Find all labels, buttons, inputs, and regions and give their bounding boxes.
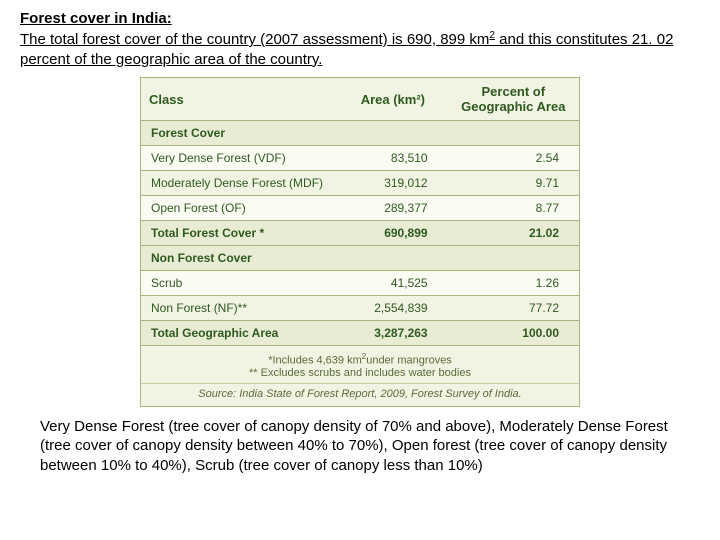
- table-row: Open Forest (OF) 289,377 8.77: [141, 196, 579, 221]
- cell-area: 3,287,263: [338, 321, 448, 346]
- header-area: Area (km²): [338, 78, 448, 121]
- cell-percent: 77.72: [448, 296, 579, 321]
- table-source: Source: India State of Forest Report, 20…: [141, 383, 579, 406]
- table-row: Scrub 41,525 1.26: [141, 271, 579, 296]
- forest-cover-table: Class Area (km²) Percent of Geographic A…: [141, 78, 579, 346]
- table-header-row: Class Area (km²) Percent of Geographic A…: [141, 78, 579, 121]
- cell-class: Open Forest (OF): [141, 196, 338, 221]
- intro-text: The total forest cover of the country (2…: [20, 29, 700, 69]
- total-forest-cover-row: Total Forest Cover * 690,899 21.02: [141, 221, 579, 246]
- cell-percent: 2.54: [448, 146, 579, 171]
- intro-part1: The total forest cover of the country (2…: [20, 31, 489, 48]
- cell-percent: 9.71: [448, 171, 579, 196]
- cell-area: 289,377: [338, 196, 448, 221]
- footnote-2: ** Excludes scrubs and includes water bo…: [249, 367, 471, 379]
- cell-percent: 21.02: [448, 221, 579, 246]
- table-row: Non Forest (NF)** 2,554,839 77.72: [141, 296, 579, 321]
- footnote-1-post: under mangroves: [366, 355, 452, 367]
- section-non-forest-cover: Non Forest Cover: [141, 246, 579, 271]
- cell-class: Moderately Dense Forest (MDF): [141, 171, 338, 196]
- cell-class: Very Dense Forest (VDF): [141, 146, 338, 171]
- cell-class: Total Geographic Area: [141, 321, 338, 346]
- cell-area: 83,510: [338, 146, 448, 171]
- table-row: Very Dense Forest (VDF) 83,510 2.54: [141, 146, 579, 171]
- cell-area: 319,012: [338, 171, 448, 196]
- cell-class: Scrub: [141, 271, 338, 296]
- page-heading: Forest cover in India:: [20, 10, 700, 27]
- header-class: Class: [141, 78, 338, 121]
- total-geographic-row: Total Geographic Area 3,287,263 100.00: [141, 321, 579, 346]
- section-label: Forest Cover: [141, 121, 579, 146]
- definitions-text: Very Dense Forest (tree cover of canopy …: [20, 417, 700, 476]
- cell-percent: 8.77: [448, 196, 579, 221]
- footnote-1-pre: *Includes 4,639 km: [268, 355, 362, 367]
- table-row: Moderately Dense Forest (MDF) 319,012 9.…: [141, 171, 579, 196]
- section-forest-cover: Forest Cover: [141, 121, 579, 146]
- cell-percent: 1.26: [448, 271, 579, 296]
- cell-area: 690,899: [338, 221, 448, 246]
- cell-area: 2,554,839: [338, 296, 448, 321]
- cell-class: Total Forest Cover *: [141, 221, 338, 246]
- cell-percent: 100.00: [448, 321, 579, 346]
- section-label: Non Forest Cover: [141, 246, 579, 271]
- forest-table-container: Class Area (km²) Percent of Geographic A…: [140, 77, 580, 407]
- cell-class: Non Forest (NF)**: [141, 296, 338, 321]
- header-percent: Percent of Geographic Area: [448, 78, 579, 121]
- cell-area: 41,525: [338, 271, 448, 296]
- table-footnotes: *Includes 4,639 km2under mangroves ** Ex…: [141, 346, 579, 383]
